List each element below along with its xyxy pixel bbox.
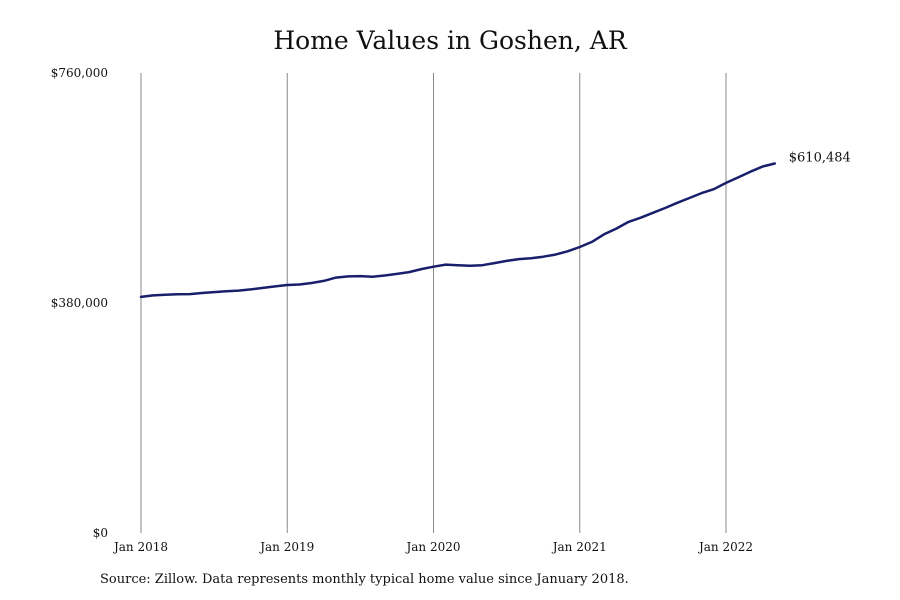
y-tick-label: $0 bbox=[93, 526, 108, 540]
series-layer bbox=[139, 162, 777, 299]
x-tick-label: Jan 2021 bbox=[551, 540, 607, 554]
source-note: Source: Zillow. Data represents monthly … bbox=[100, 572, 629, 587]
x-tick-label: Jan 2020 bbox=[404, 540, 460, 554]
series-line-0 bbox=[139, 162, 777, 299]
x-tick-label: Jan 2022 bbox=[697, 540, 753, 554]
y-tick-label: $380,000 bbox=[51, 296, 108, 310]
y-tick-label: $760,000 bbox=[51, 66, 108, 80]
x-tick-label: Jan 2019 bbox=[258, 540, 314, 554]
end-label-layer: $610,484 bbox=[789, 150, 851, 165]
x-tick-label: Jan 2018 bbox=[112, 540, 168, 554]
y-axis-ticks: $760,000 $380,000 $0 bbox=[51, 66, 108, 540]
grid-lines bbox=[140, 73, 727, 533]
end-value-label: $610,484 bbox=[789, 150, 851, 165]
x-axis-ticks: Jan 2018 Jan 2019 Jan 2020 Jan 2021 Jan 2022 bbox=[112, 540, 753, 554]
chart-title: Home Values in Goshen, AR bbox=[273, 26, 627, 55]
